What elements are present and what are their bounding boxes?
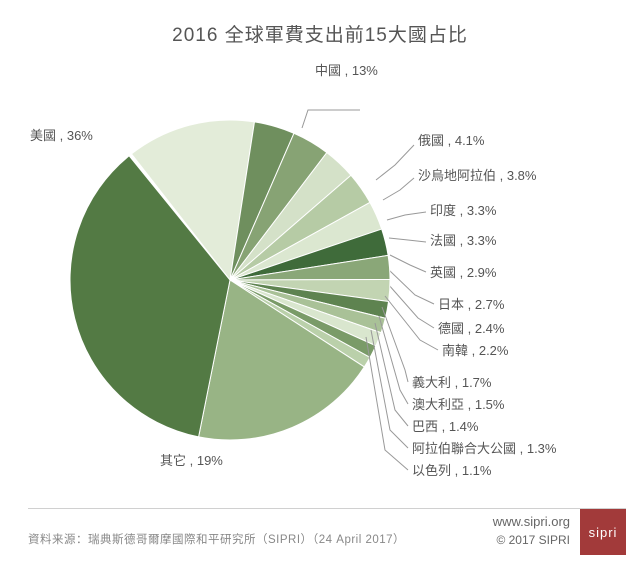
leader-line [366,337,408,470]
slice-label: 其它 , 19% [160,450,223,469]
slice-label: 英國 , 2.9% [430,262,496,281]
slice-label: 南韓 , 2.2% [442,340,508,359]
leader-line [383,178,414,200]
source-text: 資料来源：瑞典斯德哥爾摩國際和平研究所（SIPRI）（24 April 2017… [28,531,405,547]
slice-label: 美國 , 36% [30,125,93,144]
slice-label: 日本 , 2.7% [438,294,504,313]
leader-line [389,270,434,304]
leader-line [389,238,426,242]
leader-line [387,212,426,220]
slice-label: 澳大利亞 , 1.5% [412,394,504,413]
slice-label: 中國 , 13% [315,60,378,79]
slice-label: 巴西 , 1.4% [412,416,478,435]
leader-line [376,145,414,180]
slice-label: 印度 , 3.3% [430,200,496,219]
slice-label: 法國 , 3.3% [430,230,496,249]
leader-line [385,296,438,350]
footer-rule [28,508,626,509]
slice-label: 德國 , 2.4% [438,318,504,337]
slice-label: 以色列 , 1.1% [412,460,491,479]
slice-label: 俄國 , 4.1% [418,130,484,149]
leader-line [371,330,408,448]
copyright-text: © 2017 SIPRI [496,533,570,547]
slice-label: 阿拉伯聯合大公國 , 1.3% [412,438,556,457]
slice-label: 義大利 , 1.7% [412,372,491,391]
source-url[interactable]: www.sipri.org [493,514,570,529]
sipri-logo: sipri [580,509,626,555]
chart-title: 2016 全球軍費支出前15大國占比 [0,20,640,47]
slice-label: 沙烏地阿拉伯 , 3.8% [418,165,536,184]
leader-line [390,255,426,272]
leader-line [302,110,360,128]
